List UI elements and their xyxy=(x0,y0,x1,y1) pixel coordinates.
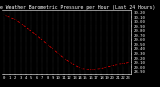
Title: Milwaukee Weather Barometric Pressure per Hour (Last 24 Hours): Milwaukee Weather Barometric Pressure pe… xyxy=(0,5,156,10)
